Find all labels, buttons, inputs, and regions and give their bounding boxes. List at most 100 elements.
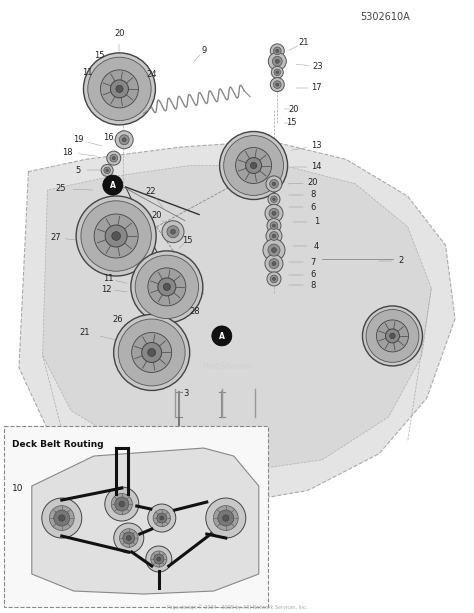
Circle shape <box>376 320 409 352</box>
Circle shape <box>273 56 282 66</box>
Circle shape <box>119 501 125 507</box>
Circle shape <box>110 80 128 98</box>
Text: 20: 20 <box>289 105 299 113</box>
Circle shape <box>157 513 167 523</box>
Circle shape <box>119 529 138 547</box>
Circle shape <box>224 135 283 196</box>
Text: 27: 27 <box>51 234 61 242</box>
Circle shape <box>268 244 280 256</box>
Text: 18: 18 <box>62 148 73 156</box>
Text: 13: 13 <box>311 142 322 150</box>
Text: 16: 16 <box>103 134 113 142</box>
Text: PartStream: PartStream <box>202 362 253 371</box>
Text: 3: 3 <box>183 389 189 398</box>
Circle shape <box>272 211 276 215</box>
Circle shape <box>366 310 419 362</box>
Circle shape <box>49 506 74 530</box>
Circle shape <box>42 498 82 538</box>
Circle shape <box>148 504 176 532</box>
Circle shape <box>142 343 162 362</box>
Circle shape <box>160 516 164 520</box>
Polygon shape <box>32 448 259 594</box>
Text: 6: 6 <box>310 203 316 211</box>
Text: 20: 20 <box>308 178 318 187</box>
Text: 14: 14 <box>311 162 322 171</box>
Circle shape <box>213 506 238 530</box>
Circle shape <box>122 138 126 142</box>
Circle shape <box>266 228 282 244</box>
Circle shape <box>271 196 277 202</box>
Circle shape <box>273 198 275 200</box>
Circle shape <box>104 167 110 173</box>
Text: A: A <box>219 332 225 341</box>
Circle shape <box>270 78 284 91</box>
Circle shape <box>158 278 176 296</box>
Text: 21: 21 <box>298 39 309 47</box>
Text: 8: 8 <box>310 191 316 199</box>
Circle shape <box>267 272 281 286</box>
Text: 20: 20 <box>114 29 125 38</box>
Circle shape <box>272 234 276 238</box>
Circle shape <box>154 554 164 564</box>
Circle shape <box>131 251 203 323</box>
Circle shape <box>162 221 184 243</box>
FancyBboxPatch shape <box>4 426 268 607</box>
Circle shape <box>115 497 129 511</box>
Text: 2: 2 <box>398 256 403 265</box>
Circle shape <box>127 536 131 541</box>
Circle shape <box>153 509 171 527</box>
Text: Deck Belt Routing: Deck Belt Routing <box>12 440 103 449</box>
Text: 7: 7 <box>310 258 316 267</box>
Circle shape <box>270 180 278 188</box>
Circle shape <box>112 232 120 240</box>
Text: 11: 11 <box>82 68 93 77</box>
Circle shape <box>105 225 127 247</box>
Text: 28: 28 <box>189 307 200 316</box>
Circle shape <box>267 219 281 232</box>
Circle shape <box>273 47 281 55</box>
Circle shape <box>115 131 133 149</box>
Circle shape <box>390 333 395 339</box>
Circle shape <box>111 493 132 514</box>
Circle shape <box>269 259 279 268</box>
Circle shape <box>171 229 175 234</box>
Circle shape <box>110 154 118 162</box>
Polygon shape <box>43 166 431 472</box>
Circle shape <box>270 275 278 283</box>
Circle shape <box>101 164 113 177</box>
Circle shape <box>135 255 199 319</box>
Circle shape <box>157 557 161 561</box>
Circle shape <box>148 348 155 357</box>
Circle shape <box>273 224 275 227</box>
Circle shape <box>151 551 167 567</box>
Circle shape <box>272 248 276 253</box>
Circle shape <box>385 329 400 343</box>
Circle shape <box>265 254 283 273</box>
Circle shape <box>276 71 279 74</box>
Circle shape <box>266 176 282 192</box>
Text: 26: 26 <box>112 316 123 324</box>
Circle shape <box>219 132 288 199</box>
Circle shape <box>276 49 279 53</box>
Circle shape <box>116 85 123 93</box>
Circle shape <box>81 201 151 271</box>
Text: 15: 15 <box>94 51 105 59</box>
Circle shape <box>246 158 262 173</box>
Circle shape <box>59 515 65 521</box>
Circle shape <box>272 262 276 265</box>
Circle shape <box>250 162 257 169</box>
Circle shape <box>270 222 278 229</box>
Circle shape <box>105 487 139 521</box>
Circle shape <box>212 326 232 346</box>
Circle shape <box>103 175 123 195</box>
Circle shape <box>270 44 284 58</box>
Text: 5: 5 <box>75 166 81 175</box>
Circle shape <box>132 332 172 373</box>
Circle shape <box>268 193 280 205</box>
Text: 20: 20 <box>151 211 162 220</box>
Circle shape <box>106 169 109 172</box>
Circle shape <box>268 52 286 70</box>
Text: 25: 25 <box>55 185 66 193</box>
Circle shape <box>218 510 234 526</box>
Text: 12: 12 <box>101 285 112 294</box>
